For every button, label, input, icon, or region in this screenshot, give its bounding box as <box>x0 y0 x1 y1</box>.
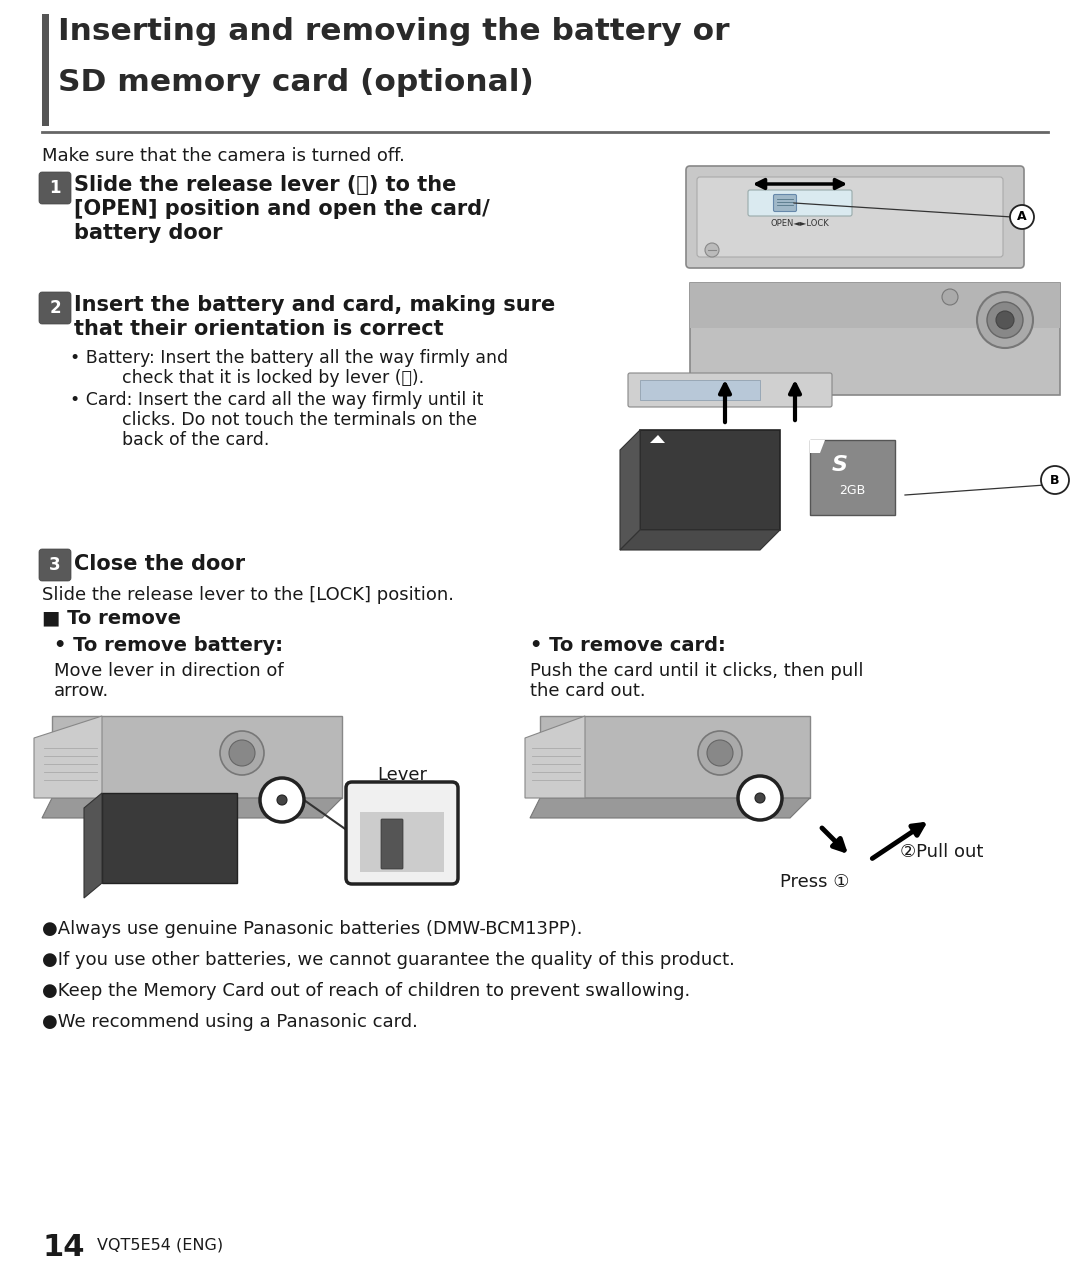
Text: clicks. Do not touch the terminals on the: clicks. Do not touch the terminals on th… <box>122 411 477 429</box>
Text: VQT5E54 (ENG): VQT5E54 (ENG) <box>97 1237 224 1253</box>
Text: Press ①: Press ① <box>780 873 849 891</box>
FancyBboxPatch shape <box>346 783 458 884</box>
Text: • To remove card:: • To remove card: <box>530 636 726 655</box>
Text: 14: 14 <box>42 1234 84 1262</box>
Text: ●We recommend using a Panasonic card.: ●We recommend using a Panasonic card. <box>42 1013 418 1031</box>
Text: S: S <box>832 455 848 475</box>
Text: 2GB: 2GB <box>839 483 865 496</box>
Text: 2: 2 <box>50 299 60 317</box>
Text: Slide the release lever (Ⓐ) to the: Slide the release lever (Ⓐ) to the <box>75 175 457 195</box>
Bar <box>360 812 444 873</box>
Circle shape <box>698 731 742 775</box>
Polygon shape <box>525 716 585 798</box>
FancyBboxPatch shape <box>627 373 832 407</box>
Text: SD memory card (optional): SD memory card (optional) <box>58 68 534 96</box>
FancyBboxPatch shape <box>39 292 71 324</box>
Text: that their orientation is correct: that their orientation is correct <box>75 319 444 339</box>
Circle shape <box>229 740 255 766</box>
FancyBboxPatch shape <box>381 819 403 869</box>
Circle shape <box>260 777 303 822</box>
Text: B: B <box>1050 473 1059 487</box>
Polygon shape <box>52 716 342 798</box>
Text: ●Always use genuine Panasonic batteries (DMW-BCM13PP).: ●Always use genuine Panasonic batteries … <box>42 920 582 938</box>
Polygon shape <box>810 439 825 454</box>
Text: arrow.: arrow. <box>54 682 109 700</box>
Text: • To remove battery:: • To remove battery: <box>54 636 283 655</box>
Polygon shape <box>640 430 780 529</box>
Text: Close the door: Close the door <box>75 554 245 574</box>
Text: [OPEN] position and open the card/: [OPEN] position and open the card/ <box>75 199 489 218</box>
FancyBboxPatch shape <box>773 194 797 212</box>
Polygon shape <box>102 793 237 883</box>
Bar <box>640 380 760 400</box>
Circle shape <box>276 795 287 804</box>
Text: OPEN◄►LOCK: OPEN◄►LOCK <box>771 220 829 229</box>
Text: Insert the battery and card, making sure: Insert the battery and card, making sure <box>75 296 555 315</box>
Text: Push the card until it clicks, then pull: Push the card until it clicks, then pull <box>530 662 864 680</box>
Circle shape <box>1010 206 1034 229</box>
Text: Inserting and removing the battery or: Inserting and removing the battery or <box>58 17 729 46</box>
Text: ②Pull out: ②Pull out <box>900 843 984 861</box>
Circle shape <box>705 243 719 257</box>
Text: ●If you use other batteries, we cannot guarantee the quality of this product.: ●If you use other batteries, we cannot g… <box>42 951 734 969</box>
Circle shape <box>942 289 958 305</box>
Text: Slide the release lever to the [LOCK] position.: Slide the release lever to the [LOCK] po… <box>42 586 454 604</box>
Polygon shape <box>620 529 780 550</box>
Text: back of the card.: back of the card. <box>122 430 269 448</box>
Text: 1: 1 <box>50 179 60 197</box>
Bar <box>690 283 1059 328</box>
Polygon shape <box>650 436 665 443</box>
Polygon shape <box>620 430 640 550</box>
Text: Move lever in direction of: Move lever in direction of <box>54 662 284 680</box>
Polygon shape <box>84 793 102 898</box>
Polygon shape <box>530 798 810 819</box>
Polygon shape <box>42 798 342 819</box>
Polygon shape <box>33 716 102 798</box>
FancyBboxPatch shape <box>39 172 71 204</box>
Polygon shape <box>810 439 895 515</box>
Text: battery door: battery door <box>75 224 222 243</box>
Circle shape <box>996 311 1014 329</box>
Text: 3: 3 <box>50 556 60 574</box>
Bar <box>42 14 49 126</box>
Circle shape <box>1041 466 1069 493</box>
Text: ■ To remove: ■ To remove <box>42 608 181 627</box>
Circle shape <box>977 292 1032 348</box>
FancyBboxPatch shape <box>748 190 852 216</box>
Text: check that it is locked by lever (Ⓑ).: check that it is locked by lever (Ⓑ). <box>122 369 424 387</box>
Circle shape <box>987 302 1023 338</box>
Circle shape <box>738 776 782 820</box>
Text: Make sure that the camera is turned off.: Make sure that the camera is turned off. <box>42 146 405 164</box>
Circle shape <box>707 740 733 766</box>
Text: • Battery: Insert the battery all the way firmly and: • Battery: Insert the battery all the wa… <box>70 350 508 368</box>
FancyBboxPatch shape <box>686 166 1024 269</box>
Circle shape <box>220 731 264 775</box>
Polygon shape <box>540 716 810 798</box>
Circle shape <box>755 793 765 803</box>
Polygon shape <box>690 283 1059 394</box>
Text: Lever: Lever <box>377 766 427 784</box>
FancyBboxPatch shape <box>697 177 1003 257</box>
FancyBboxPatch shape <box>39 549 71 581</box>
Text: ●Keep the Memory Card out of reach of children to prevent swallowing.: ●Keep the Memory Card out of reach of ch… <box>42 982 690 1000</box>
Text: A: A <box>1017 211 1027 224</box>
Text: • Card: Insert the card all the way firmly until it: • Card: Insert the card all the way firm… <box>70 391 484 409</box>
Text: the card out.: the card out. <box>530 682 646 700</box>
